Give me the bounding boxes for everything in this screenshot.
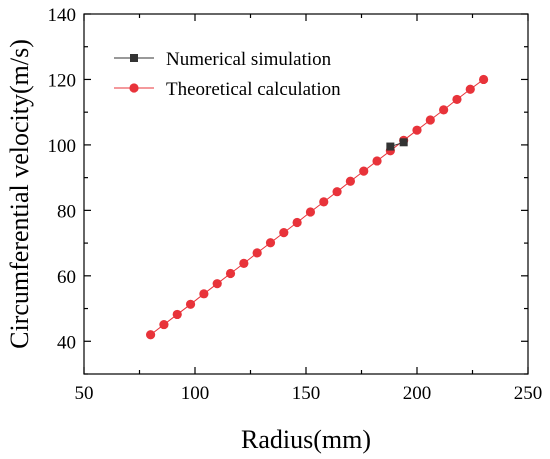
y-tick-label-80: 80 bbox=[57, 201, 76, 222]
data-point-theoretical-calculation bbox=[212, 279, 222, 289]
ticks: 50 100 150 200 250 40 60 80 100 120 140 bbox=[48, 5, 543, 404]
x-tick-label-150: 150 bbox=[292, 383, 321, 404]
y-tick-label-40: 40 bbox=[57, 332, 76, 353]
legend-box bbox=[110, 40, 390, 106]
y-tick-label-120: 120 bbox=[48, 70, 77, 91]
data-point-theoretical-calculation bbox=[479, 74, 489, 85]
data-point-theoretical-calculation bbox=[439, 105, 449, 115]
data-point-theoretical-calculation bbox=[372, 156, 382, 166]
data-point-theoretical-calculation bbox=[159, 319, 169, 330]
data-point-theoretical-calculation bbox=[425, 115, 435, 125]
data-point-theoretical-calculation bbox=[225, 268, 236, 279]
legend-item-theoretical-calculation: Theoretical calculation bbox=[114, 79, 341, 100]
data-point-theoretical-calculation bbox=[199, 289, 209, 299]
data-point-theoretical-calculation bbox=[452, 94, 462, 105]
data-point-numerical-simulation bbox=[386, 142, 395, 151]
data-point-theoretical-calculation bbox=[239, 258, 249, 268]
data-point-theoretical-calculation bbox=[146, 330, 156, 340]
data-point-theoretical-calculation bbox=[292, 217, 302, 228]
data-point-theoretical-calculation bbox=[265, 238, 276, 248]
legend-marker-theoretical-calculation bbox=[129, 83, 139, 93]
data-point-theoretical-calculation bbox=[172, 309, 182, 320]
data-point-theoretical-calculation bbox=[305, 207, 316, 217]
series-numerical-simulation bbox=[386, 138, 408, 151]
legend-label-numerical-simulation: Numerical simulation bbox=[166, 49, 332, 70]
data-point-theoretical-calculation bbox=[252, 248, 262, 258]
x-tick-label-50: 50 bbox=[75, 383, 94, 404]
series-layer bbox=[146, 74, 489, 340]
y-tick-label-60: 60 bbox=[57, 267, 76, 288]
y-axis-title: Circumferential velocity(m/s) bbox=[5, 39, 34, 349]
legend-item-numerical-simulation: Numerical simulation bbox=[114, 49, 332, 70]
x-tick-label-100: 100 bbox=[181, 383, 210, 404]
data-point-theoretical-calculation bbox=[319, 197, 329, 207]
y-tick-label-140: 140 bbox=[48, 5, 77, 26]
x-tick-label-200: 200 bbox=[403, 383, 432, 404]
x-tick-label-250: 250 bbox=[514, 383, 543, 404]
data-point-theoretical-calculation bbox=[412, 125, 422, 135]
legend: Numerical simulation Theoretical calcula… bbox=[110, 40, 390, 106]
data-point-theoretical-calculation bbox=[465, 84, 475, 94]
data-point-numerical-simulation bbox=[399, 138, 408, 147]
data-point-theoretical-calculation bbox=[185, 299, 196, 309]
data-point-theoretical-calculation bbox=[332, 187, 342, 197]
x-axis-title: Radius(mm) bbox=[241, 425, 371, 454]
data-point-theoretical-calculation bbox=[345, 176, 355, 186]
legend-label-theoretical-calculation: Theoretical calculation bbox=[166, 79, 341, 100]
data-point-theoretical-calculation bbox=[279, 228, 289, 238]
legend-marker-numerical-simulation bbox=[130, 54, 138, 62]
y-tick-label-100: 100 bbox=[48, 136, 77, 157]
data-point-theoretical-calculation bbox=[359, 166, 369, 176]
series-theoretical-calculation bbox=[146, 74, 489, 340]
